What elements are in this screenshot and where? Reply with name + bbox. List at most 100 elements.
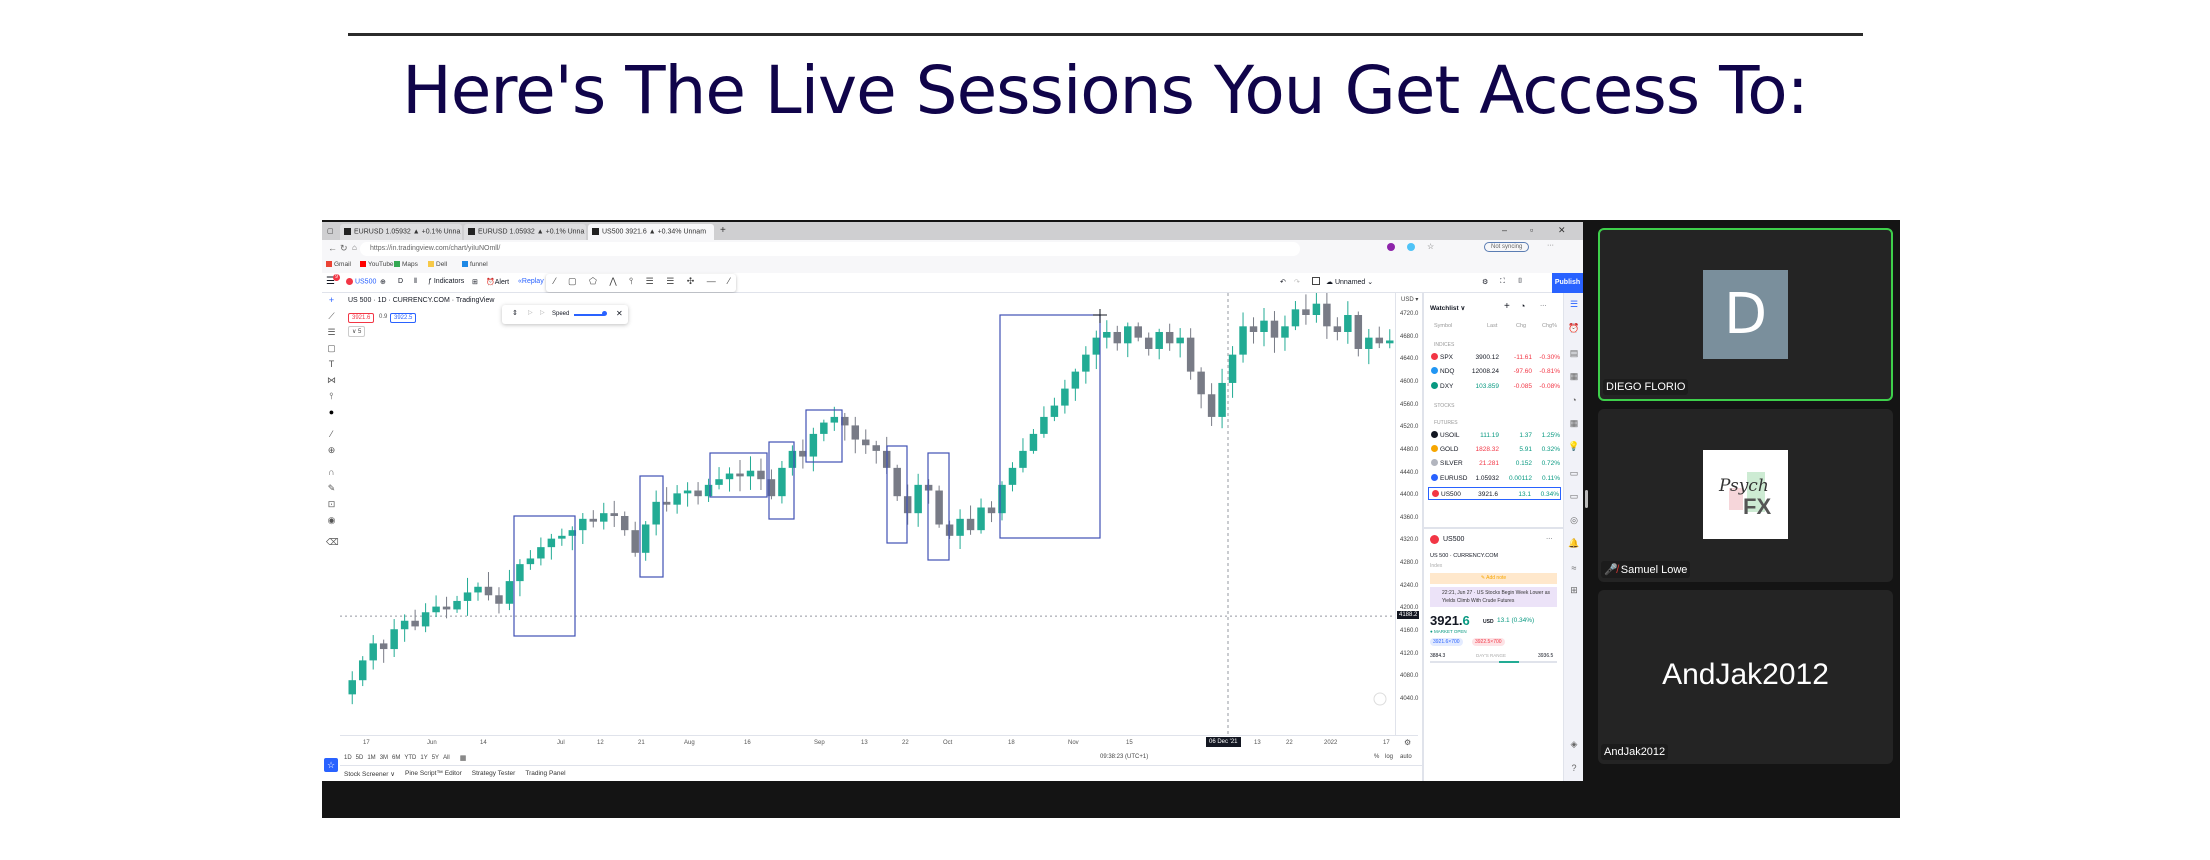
dom-icon[interactable]: ⊞: [1570, 585, 1578, 595]
browser-tab[interactable]: EURUSD 1.05932 ▲ +0.1% Unna: [340, 224, 462, 240]
section-header[interactable]: INDICES: [1434, 342, 1455, 348]
refresh-icon[interactable]: ↻: [340, 243, 348, 253]
range-button-ytd[interactable]: YTD: [404, 755, 417, 761]
add-symbol-icon[interactable]: +: [1504, 301, 1510, 312]
play-icon[interactable]: ▷: [528, 310, 533, 316]
close-replay-icon[interactable]: ✕: [616, 309, 623, 318]
price-axis[interactable]: USD ▾ 4720.0 4680.0 4640.0 4600.0 4560.0 4520.…: [1395, 293, 1422, 751]
trend-line-icon[interactable]: ⟋: [328, 311, 335, 321]
compare-icon[interactable]: ⊕: [380, 279, 386, 286]
column-header[interactable]: Chg%: [1542, 323, 1557, 329]
watchlist-row[interactable]: SILVER 21.281 0.152 0.72%: [1428, 457, 1561, 470]
column-header[interactable]: Last: [1487, 323, 1498, 329]
watchlist-row[interactable]: DXY 103.859 -0.085 -0.08%: [1428, 380, 1561, 393]
watchlist-row[interactable]: GOLD 1828.32 5.91 0.32%: [1428, 443, 1561, 456]
favorite-star-button[interactable]: ☆: [324, 758, 338, 772]
auto-toggle[interactable]: auto: [1400, 754, 1412, 760]
chart-type-icon[interactable]: ⫴: [414, 278, 417, 285]
crosshair-icon[interactable]: +: [328, 295, 335, 305]
range-button-1y[interactable]: 1Y: [420, 755, 428, 761]
rectangle-drawing[interactable]: [886, 445, 908, 544]
bookmark-maps[interactable]: Maps: [394, 261, 418, 268]
range-button-5d[interactable]: 5D: [355, 755, 364, 761]
streams-icon[interactable]: ◎: [1570, 515, 1578, 525]
back-icon[interactable]: ←: [328, 243, 337, 253]
more-icon[interactable]: ···: [1546, 535, 1553, 542]
new-tab-button[interactable]: +: [720, 225, 726, 236]
browser-tab[interactable]: EURUSD 1.05932 ▲ +0.1% Unna: [464, 224, 586, 240]
watchlist-row[interactable]: USOIL 111.19 1.37 1.25%: [1428, 429, 1561, 442]
fib-icon[interactable]: ☰: [327, 327, 336, 337]
camera-icon[interactable]: ⌷: [1518, 278, 1523, 285]
extension-icon[interactable]: [1387, 243, 1395, 251]
rectangle-drawing[interactable]: [709, 452, 768, 498]
extension-icon[interactable]: [1407, 243, 1415, 251]
speed-slider-handle[interactable]: [602, 311, 607, 316]
range-button-6m[interactable]: 6M: [392, 755, 401, 761]
calendar-icon[interactable]: ▦: [1569, 371, 1579, 381]
time-axis[interactable]: 17 Jun 14 Jul 12 21 Aug 16 Sep 13 22 Oct 18 Nov 15 13 22…: [340, 735, 1418, 751]
rectangle-drawing[interactable]: [999, 314, 1101, 539]
alarm-icon[interactable]: ⏰: [1568, 323, 1580, 333]
buy-price[interactable]: 3922.5: [390, 313, 417, 323]
alert-button[interactable]: ⏰Alert: [486, 278, 509, 286]
log-toggle[interactable]: log: [1385, 754, 1394, 760]
chat-icon[interactable]: ▭: [1569, 491, 1579, 501]
range-button-1d[interactable]: 1D: [344, 755, 352, 761]
legend-collapse-button[interactable]: ∨ 5: [348, 326, 366, 337]
ruler-icon[interactable]: ⁄: [330, 429, 333, 439]
publish-button[interactable]: Publish: [1552, 273, 1583, 293]
layers-icon[interactable]: ◈: [1570, 739, 1578, 749]
section-header[interactable]: FUTURES: [1434, 420, 1458, 426]
range-button-all[interactable]: All: [443, 755, 450, 761]
section-header[interactable]: STOCKS: [1434, 403, 1455, 409]
news-item[interactable]: 22:21, Jun 27 · US Stocks Begin Week Low…: [1430, 587, 1557, 607]
scroll-to-latest-button[interactable]: [1373, 692, 1387, 706]
minimize-button[interactable]: –: [1502, 225, 1508, 235]
column-header[interactable]: Chg: [1516, 323, 1527, 329]
grid-icon[interactable]: ▦: [1569, 418, 1579, 428]
lock-drawing-icon[interactable]: ✎: [327, 483, 336, 493]
redo-icon[interactable]: ↷: [1294, 279, 1300, 286]
maximize-button[interactable]: ▫: [1530, 225, 1534, 235]
bookmark-youtube[interactable]: YouTube: [360, 261, 394, 268]
rectangle-drawing[interactable]: [805, 409, 843, 463]
check-icon[interactable]: ●: [328, 407, 335, 417]
add-note-button[interactable]: ✎ Add note: [1430, 573, 1557, 584]
watchlist-row[interactable]: EURUSD 1.05932 0.00112 0.11%: [1428, 472, 1561, 485]
currency-selector[interactable]: USD ▾: [1401, 297, 1419, 303]
url-input[interactable]: https://in.tradingview.com/chart/yiIuNOm…: [360, 242, 1300, 256]
advanced-view-icon[interactable]: ◔: [1520, 301, 1526, 311]
lock-icon[interactable]: ⊡: [327, 499, 336, 509]
magnet-icon[interactable]: ∩: [328, 467, 335, 477]
bookmark-gmail[interactable]: Gmail: [326, 261, 351, 268]
speed-slider[interactable]: [574, 314, 604, 316]
percent-toggle[interactable]: %: [1374, 754, 1380, 760]
close-window-button[interactable]: ✕: [1558, 225, 1566, 235]
eye-icon[interactable]: ◉: [327, 515, 336, 525]
browser-tab-active[interactable]: US500 3921.6 ▲ +0.34% Unnam: [588, 224, 714, 240]
watchlist-row[interactable]: SPX 3900.12 -11.61 -0.30%: [1428, 351, 1561, 364]
go-to-date-icon[interactable]: ▦: [459, 755, 467, 762]
price-chart[interactable]: [340, 293, 1395, 735]
layout-name-button[interactable]: ☁ Unnamed ⌄: [1326, 279, 1374, 286]
settings-icon[interactable]: ⚙: [1404, 738, 1412, 747]
rectangle-icon[interactable]: ▢: [327, 343, 336, 353]
select-layout-icon[interactable]: [1312, 277, 1320, 285]
bookmark-dell[interactable]: Dell: [428, 261, 447, 268]
rectangle-drawing[interactable]: [927, 452, 950, 561]
participant-tile[interactable]: Psych FX 🎤̸ Samuel Lowe: [1598, 409, 1893, 582]
symbol-search-button[interactable]: US500: [346, 278, 376, 285]
pattern-icon[interactable]: ⋈: [327, 375, 336, 385]
news-icon[interactable]: ▤: [1569, 348, 1579, 358]
indicators-button[interactable]: ƒ Indicators: [428, 278, 464, 285]
select-bar-icon[interactable]: ⇕: [512, 310, 518, 317]
trading-icon[interactable]: ≈: [1571, 563, 1577, 573]
help-icon[interactable]: ?: [1571, 763, 1577, 773]
sync-button[interactable]: Not syncing: [1484, 242, 1530, 252]
range-button-3m[interactable]: 3M: [379, 755, 389, 761]
bottom-tab[interactable]: Trading Panel: [525, 770, 566, 777]
forecast-icon[interactable]: ⫯: [329, 391, 334, 401]
step-forward-icon[interactable]: ▷: [540, 310, 545, 316]
more-icon[interactable]: ···: [1540, 302, 1547, 309]
